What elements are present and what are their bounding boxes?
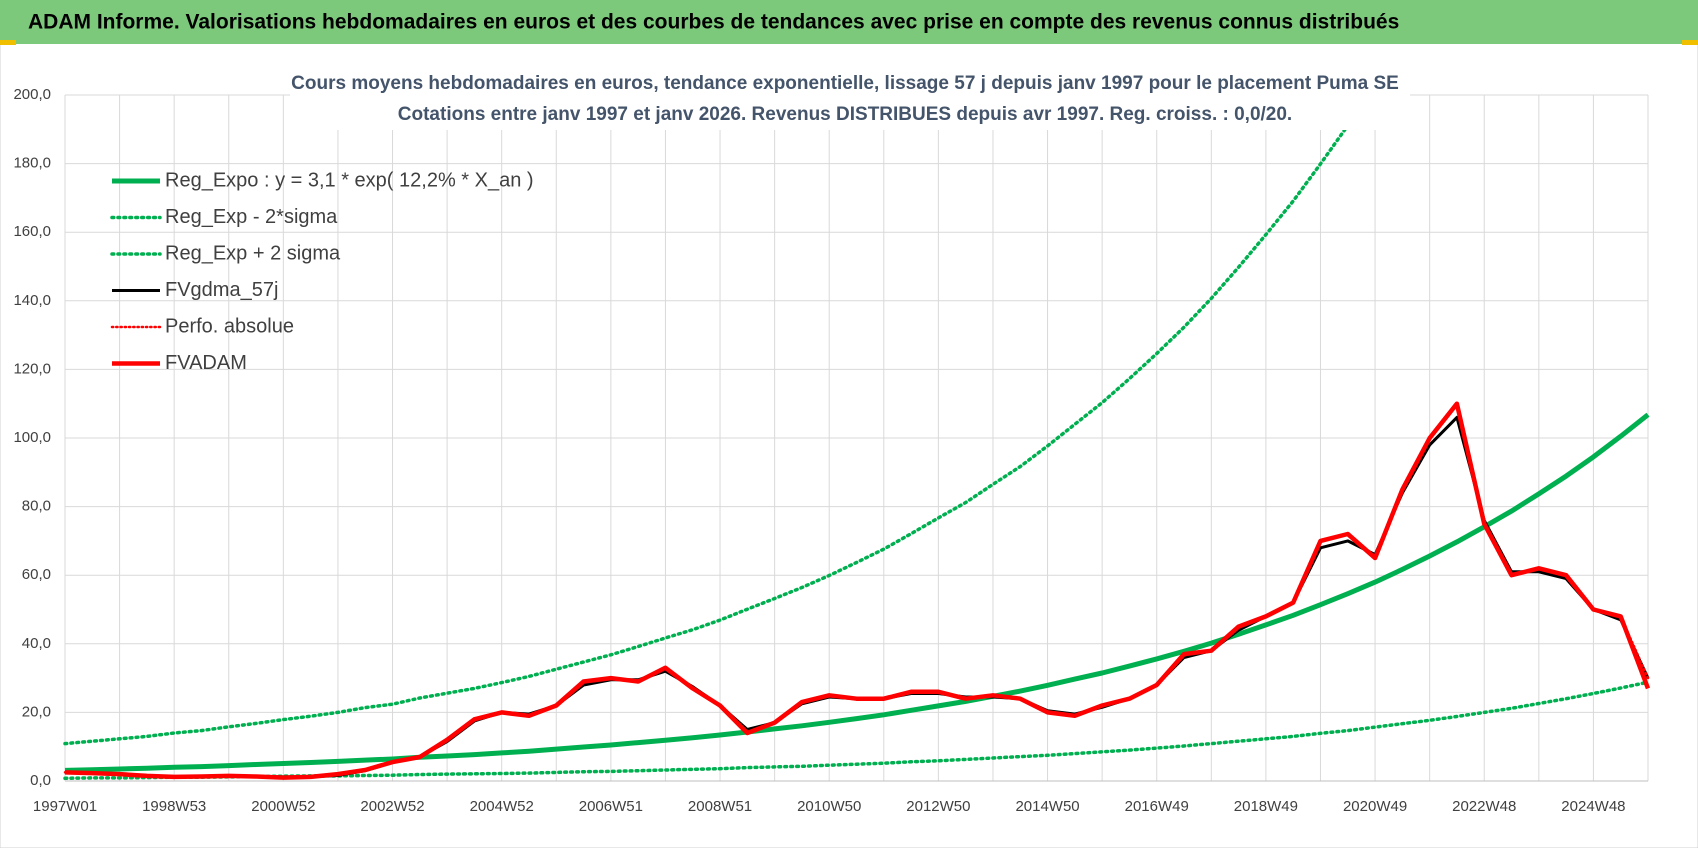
series-line: [64, 412, 1650, 773]
y-tick-label: 160,0: [13, 223, 51, 240]
y-tick-label: 120,0: [13, 360, 51, 377]
x-tick-label: 2002W52: [360, 798, 424, 815]
legend-label: Reg_Exp + 2 sigma: [165, 242, 341, 264]
legend-label: Reg_Exp - 2*sigma: [165, 206, 338, 228]
x-tick-label: 2008W51: [688, 798, 752, 815]
chart-subtitle: Cotations entre janv 1997 et janv 2026. …: [398, 104, 1292, 125]
x-tick-label: 2010W50: [797, 798, 861, 815]
y-tick-label: 0,0: [30, 772, 51, 789]
legend-label: Reg_Expo : y = 3,1 * exp( 12,2% * X_an ): [165, 169, 534, 191]
x-tick-label: 2000W52: [251, 798, 315, 815]
x-tick-label: 2016W49: [1125, 798, 1189, 815]
header-bar: [0, 0, 1698, 44]
legend-label: FVgdma_57j: [165, 279, 278, 301]
x-tick-label: 2022W48: [1452, 798, 1516, 815]
x-tick-label: 1998W53: [142, 798, 206, 815]
x-tick-label: 1997W01: [33, 798, 97, 815]
series-line: [63, 93, 1372, 746]
corner-mark: [0, 40, 16, 45]
y-tick-label: 80,0: [22, 498, 51, 515]
legend-label: Perfo. absolue: [165, 315, 294, 337]
series-line: [64, 401, 1650, 780]
x-tick-label: 2024W48: [1561, 798, 1625, 815]
header-title: ADAM Informe. Valorisations hebdomadaire…: [28, 11, 1399, 34]
x-tick-label: 2014W50: [1015, 798, 1079, 815]
y-tick-label: 180,0: [13, 155, 51, 172]
plot-area: 0,0 20,0 40,0 60,0 80,0 100,0 120,0 140,0 160,0 1…: [13, 86, 1650, 815]
x-tick-label: 2020W49: [1343, 798, 1407, 815]
y-tick-label: 20,0: [22, 703, 51, 720]
y-tick-label: 60,0: [22, 566, 51, 583]
x-tick-label: 2006W51: [579, 798, 643, 815]
x-tick-label: 2018W49: [1234, 798, 1298, 815]
y-tick-label: 140,0: [13, 292, 51, 309]
legend-label: FVADAM: [165, 352, 247, 374]
y-tick-label: 200,0: [13, 86, 51, 103]
y-tick-label: 40,0: [22, 635, 51, 652]
x-tick-label: 2012W50: [906, 798, 970, 815]
chart-title: Cours moyens hebdomadaires en euros, ten…: [291, 73, 1399, 94]
title-backdrop: [290, 68, 1410, 130]
y-tick-label: 100,0: [13, 429, 51, 446]
x-tick-label: 2004W52: [470, 798, 534, 815]
corner-mark: [1682, 40, 1698, 45]
